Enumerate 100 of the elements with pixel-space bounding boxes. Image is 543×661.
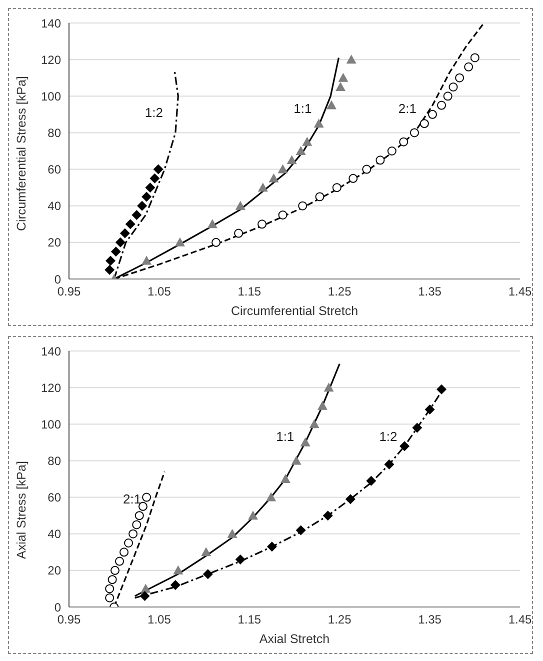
- y-axis-title: Axial Stress [kPa]: [14, 461, 28, 559]
- point: [138, 502, 148, 511]
- point: [300, 437, 310, 446]
- point: [202, 569, 213, 580]
- point: [315, 192, 324, 202]
- point: [137, 200, 148, 211]
- point: [235, 200, 246, 210]
- point: [153, 164, 164, 174]
- point: [132, 520, 142, 530]
- y-tick-label: 100: [40, 417, 62, 432]
- x-tick-label: 1.35: [418, 284, 442, 299]
- series-label: 1:2: [379, 428, 398, 444]
- point: [105, 593, 114, 602]
- x-tick-label: 1.15: [238, 612, 262, 627]
- y-tick-label: 40: [48, 527, 62, 542]
- point: [105, 256, 116, 266]
- point: [258, 220, 267, 229]
- point: [428, 110, 438, 119]
- y-tick-label: 40: [48, 199, 62, 214]
- point: [174, 237, 185, 246]
- point: [142, 192, 152, 202]
- point: [108, 575, 117, 584]
- y-tick-label: 0: [54, 272, 62, 286]
- point: [235, 554, 246, 564]
- y-tick-label: 20: [48, 564, 62, 578]
- point: [124, 538, 134, 548]
- y-tick-label: 120: [40, 52, 62, 67]
- point: [399, 137, 408, 146]
- series-label: 2:1: [123, 491, 142, 506]
- point: [278, 164, 288, 174]
- point: [412, 422, 422, 433]
- point: [410, 128, 419, 138]
- point: [317, 400, 328, 410]
- point: [286, 155, 297, 164]
- point: [455, 73, 464, 82]
- x-tick-label: 1.15: [238, 284, 262, 299]
- point: [470, 53, 480, 62]
- x-tick-label: 1.35: [418, 612, 442, 627]
- point: [125, 219, 136, 230]
- point: [345, 494, 356, 504]
- series-label: 2:1: [398, 100, 416, 116]
- point: [278, 210, 288, 220]
- point: [142, 256, 152, 265]
- point: [322, 510, 333, 521]
- point: [227, 528, 238, 538]
- point: [332, 183, 342, 192]
- point: [298, 201, 308, 210]
- point: [384, 459, 394, 470]
- x-tick-label: 0.95: [57, 612, 81, 627]
- y-tick-label: 60: [48, 162, 62, 177]
- point: [142, 492, 152, 502]
- point: [314, 118, 324, 128]
- x-tick-label: 1.45: [508, 284, 532, 299]
- point: [324, 382, 334, 392]
- point: [464, 62, 474, 72]
- y-axis-title: Circumferential Stress [kPa]: [14, 76, 28, 231]
- point: [420, 119, 429, 128]
- point: [437, 100, 446, 110]
- point: [302, 136, 312, 146]
- point: [291, 456, 302, 465]
- point: [424, 404, 435, 415]
- series-label: 1:2: [144, 104, 163, 120]
- point: [309, 419, 320, 428]
- y-tick-label: 20: [48, 236, 62, 250]
- point: [132, 210, 142, 220]
- point: [348, 174, 358, 183]
- y-tick-label: 100: [40, 89, 62, 104]
- point: [115, 556, 124, 566]
- point: [201, 547, 212, 556]
- point: [266, 492, 276, 502]
- point: [387, 146, 396, 156]
- point: [140, 591, 150, 602]
- y-tick-label: 80: [48, 126, 62, 140]
- point: [134, 511, 144, 520]
- point: [336, 82, 346, 91]
- point: [115, 237, 126, 248]
- point: [104, 264, 115, 275]
- x-axis-title: Circumferential Stretch: [230, 304, 358, 318]
- point: [376, 156, 385, 165]
- x-tick-label: 1.05: [148, 284, 172, 299]
- x-tick-label: 0.95: [57, 284, 81, 299]
- series-label: 1:1: [294, 100, 312, 116]
- point: [362, 164, 372, 174]
- point: [120, 548, 129, 557]
- x-tick-label: 1.25: [328, 284, 352, 299]
- point: [268, 173, 279, 182]
- y-tick-label: 60: [48, 490, 62, 505]
- point: [346, 54, 356, 64]
- point: [366, 476, 376, 486]
- point: [170, 580, 180, 590]
- point: [296, 525, 306, 536]
- y-tick-label: 0: [54, 600, 62, 614]
- point: [266, 542, 277, 552]
- point: [296, 146, 306, 155]
- point: [173, 565, 184, 574]
- point: [338, 72, 348, 82]
- y-tick-label: 80: [48, 454, 62, 468]
- point: [212, 238, 221, 247]
- point: [207, 219, 218, 228]
- point: [110, 566, 120, 575]
